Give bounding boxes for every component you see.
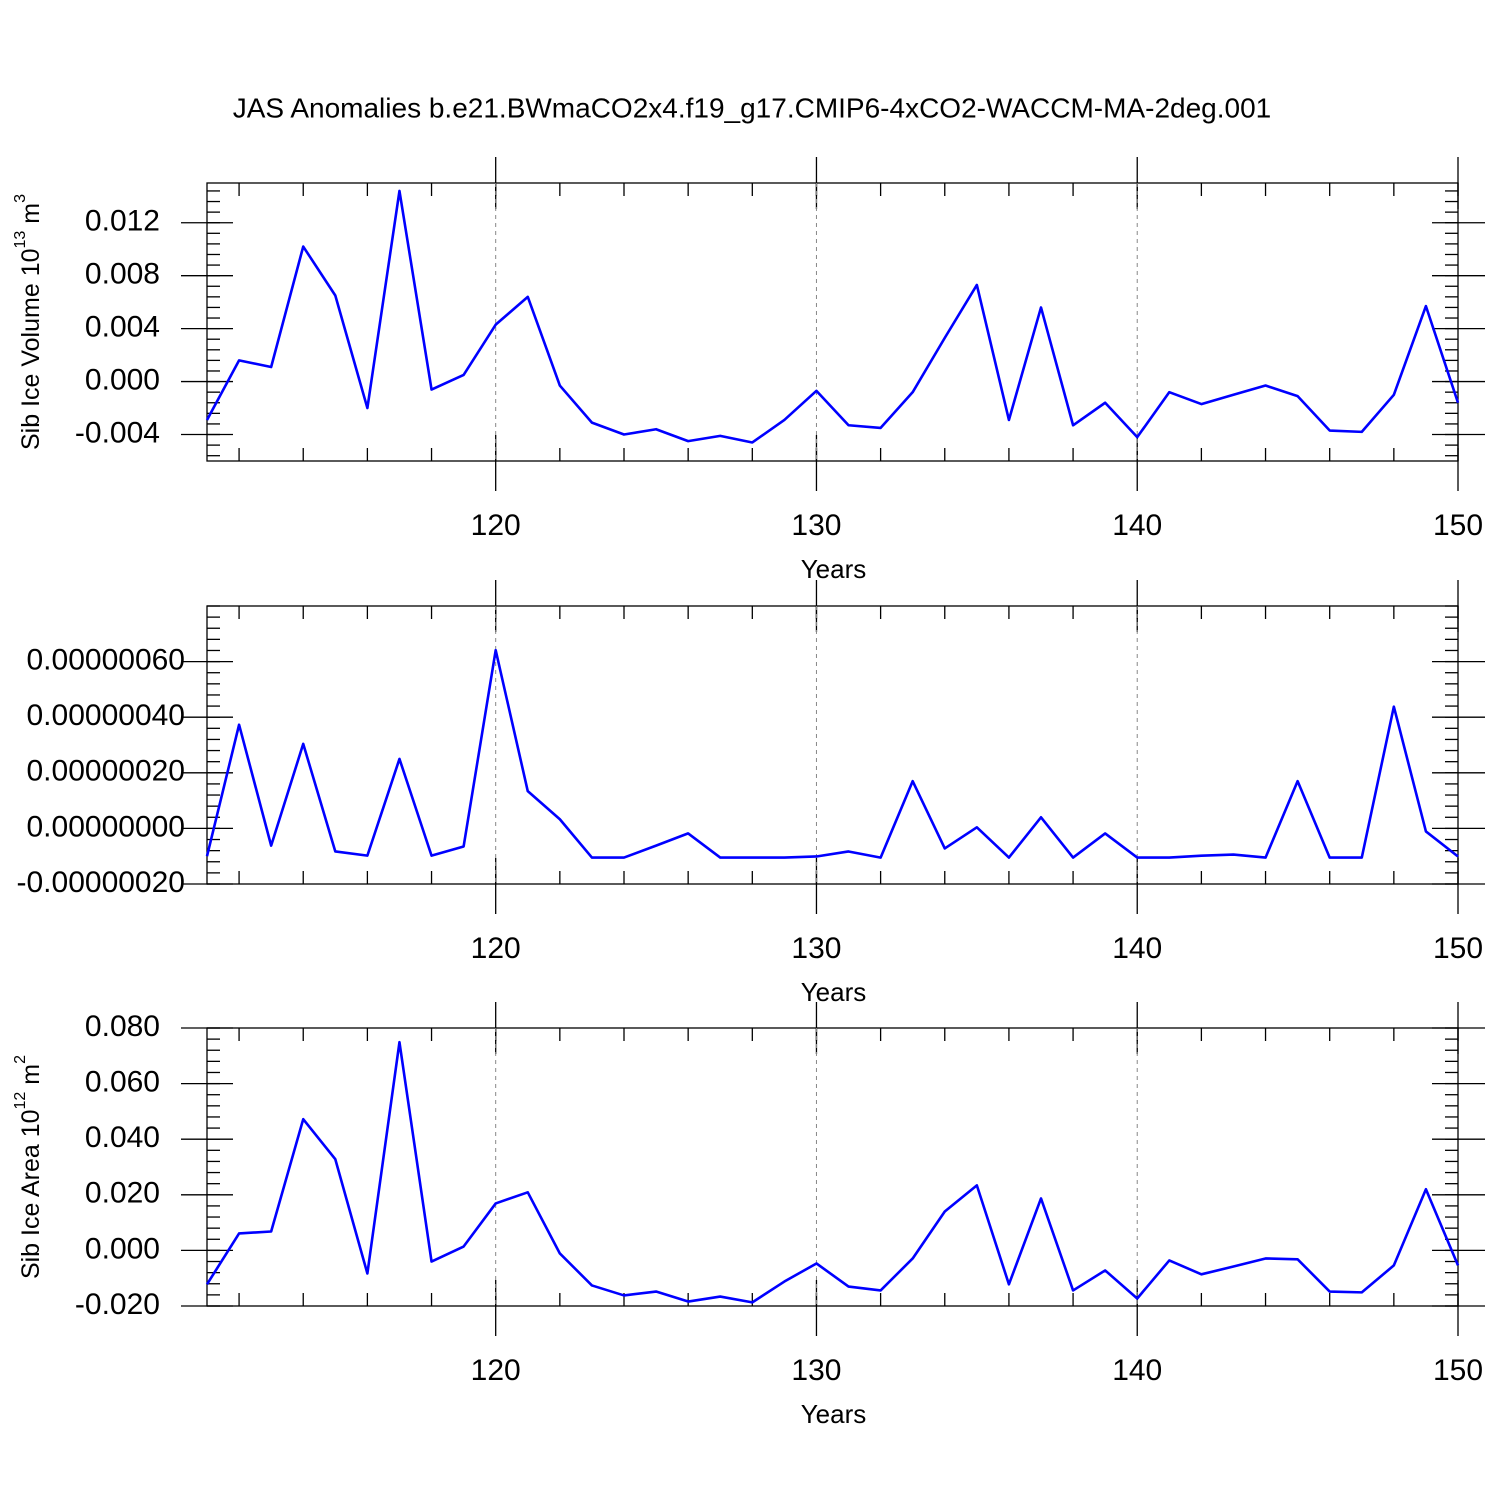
y-axis-title-superscript: 3: [12, 194, 29, 203]
y-tick-label: 0.008: [85, 258, 160, 291]
y-tick-label: 0.020: [85, 1177, 160, 1210]
y-axis-title: Sib Ice Area 1012 m2: [12, 1055, 44, 1279]
y-axis-title-part: Sib Ice Area 10: [17, 1109, 45, 1279]
x-tick-label: 120: [471, 509, 521, 542]
y-tick-label: 0.00000040: [27, 699, 186, 732]
data-line: [205, 189, 1460, 444]
x-tick-label: 130: [791, 932, 841, 965]
y-tick-label: 0.040: [85, 1121, 160, 1154]
y-axis-title-superscript: 13: [12, 231, 29, 249]
y-tick-label: -0.020: [75, 1288, 160, 1321]
plot-frame: [206, 182, 1459, 462]
y-axis-title-superscript: 12: [12, 1092, 29, 1110]
y-tick-label: 0.00000060: [27, 644, 186, 677]
x-tick-label: 140: [1112, 509, 1162, 542]
x-tick-label: 130: [791, 509, 841, 542]
x-tick-label: 120: [471, 1354, 521, 1387]
x-tick-label: 150: [1433, 1354, 1483, 1387]
y-tick-label: 0.000: [85, 1232, 160, 1265]
y-axis-title: Sib Ice Volume 1013 m3: [12, 194, 44, 450]
y-axis-title-part: Sib Ice Volume 10: [17, 249, 45, 451]
x-tick-label: 140: [1112, 932, 1162, 965]
x-tick-label: 130: [791, 1354, 841, 1387]
plot-frame: [206, 1027, 1459, 1307]
y-tick-label: 0.000: [85, 363, 160, 396]
x-tick-label: 150: [1433, 932, 1483, 965]
x-tick-label: 140: [1112, 1354, 1162, 1387]
y-tick-label: 0.004: [85, 311, 160, 344]
y-axis-title-part: m: [17, 203, 45, 224]
y-tick-label: 0.012: [85, 205, 160, 238]
x-tick-label: 120: [471, 932, 521, 965]
y-tick-label: 0.00000020: [27, 755, 186, 788]
figure-title: JAS Anomalies b.e21.BWmaCO2x4.f19_g17.CM…: [233, 92, 1272, 123]
x-axis-title: Years: [801, 1399, 867, 1429]
y-tick-label: -0.004: [75, 416, 160, 449]
y-tick-label: 0.00000000: [27, 810, 186, 843]
x-axis-title: Years: [801, 554, 867, 584]
y-tick-label: 0.060: [85, 1066, 160, 1099]
data-line: [205, 648, 1459, 859]
x-tick-label: 150: [1433, 509, 1483, 542]
plot-frame: [206, 605, 1459, 885]
y-tick-label: 0.080: [85, 1010, 160, 1043]
y-axis-title-part: m: [17, 1064, 45, 1085]
x-axis-title: Years: [801, 977, 867, 1007]
data-line: [205, 1040, 1460, 1304]
y-tick-label: -0.00000020: [17, 866, 186, 899]
y-axis-title-superscript: 2: [12, 1055, 29, 1064]
